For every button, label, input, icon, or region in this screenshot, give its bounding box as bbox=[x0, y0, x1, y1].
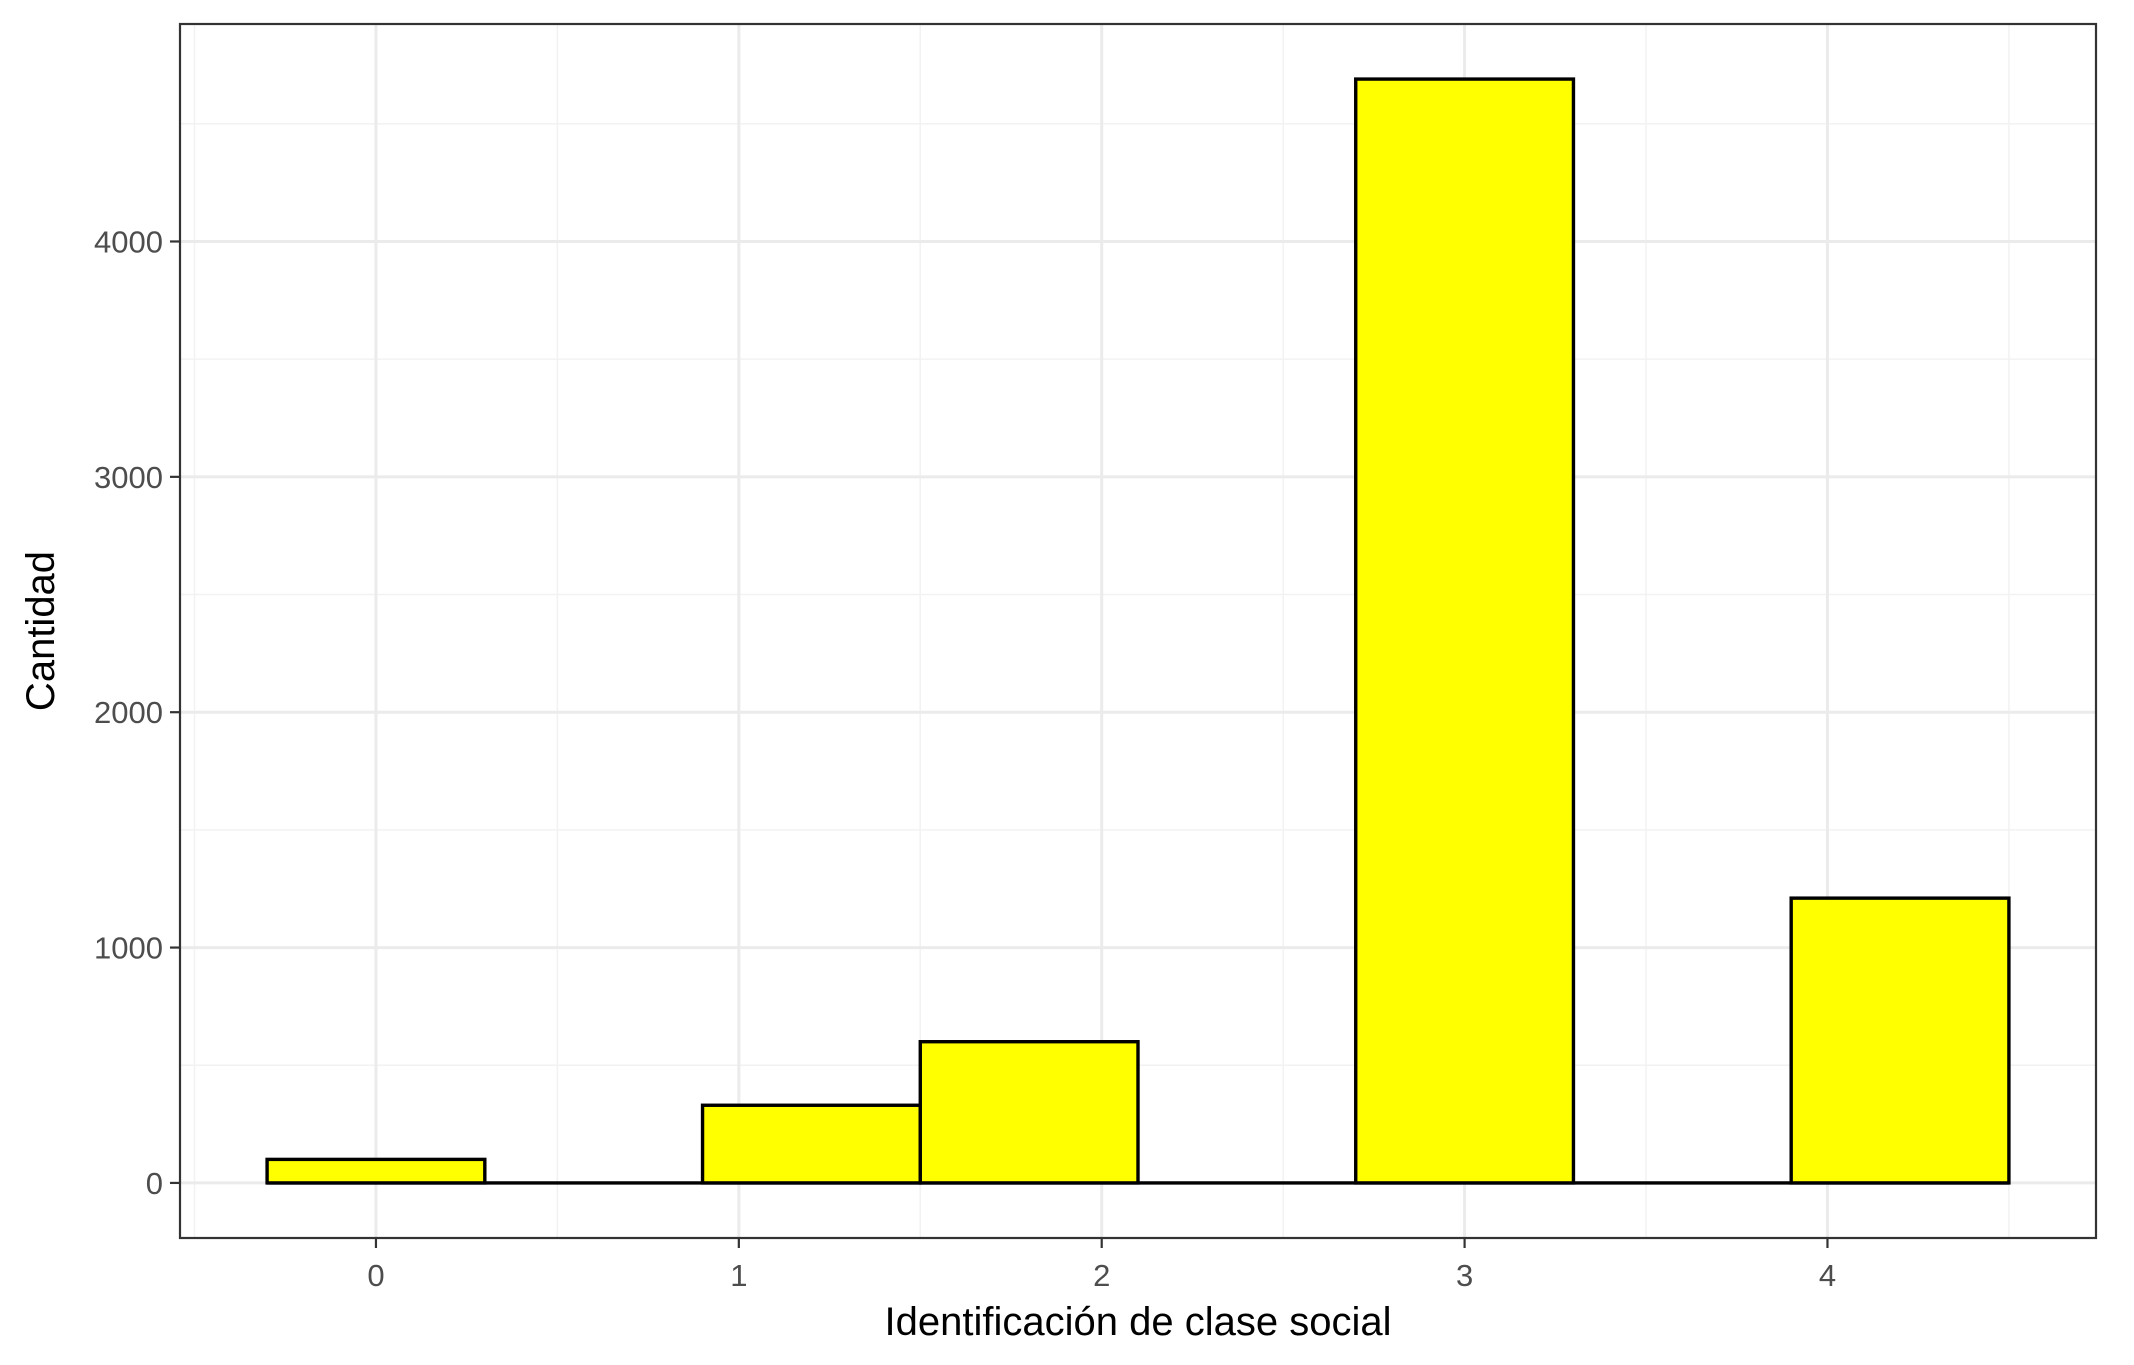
axes: 0 1 2 3 4 0 1000 2000 3000 4000 bbox=[94, 224, 1836, 1293]
y-tick-label: 3000 bbox=[94, 460, 163, 495]
histogram-bar bbox=[918, 1040, 1140, 1185]
x-tick-label: 1 bbox=[730, 1258, 747, 1293]
histogram-bar bbox=[700, 1103, 922, 1185]
x-tick-label: 0 bbox=[367, 1258, 384, 1293]
y-tick-label: 0 bbox=[146, 1166, 163, 1201]
histogram-bar bbox=[1789, 896, 2011, 1185]
bars bbox=[265, 77, 2011, 1185]
histogram-bar bbox=[1354, 77, 1576, 1185]
panel-border bbox=[178, 22, 2098, 1240]
y-tick-label: 4000 bbox=[94, 224, 163, 259]
x-tick-label: 2 bbox=[1093, 1258, 1110, 1293]
y-tick-label: 1000 bbox=[94, 931, 163, 966]
y-axis-title: Cantidad bbox=[19, 551, 63, 711]
x-axis-title: Identificación de clase social bbox=[885, 1300, 1392, 1344]
x-tick-label: 3 bbox=[1456, 1258, 1473, 1293]
x-tick-label: 4 bbox=[1819, 1258, 1836, 1293]
y-tick-label: 2000 bbox=[94, 695, 163, 730]
histogram-bar bbox=[265, 1157, 487, 1185]
